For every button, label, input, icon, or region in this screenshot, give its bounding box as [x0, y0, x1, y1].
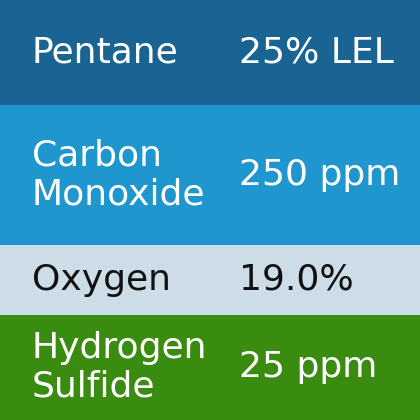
Bar	[0, 0, 420, 105]
Text: Pentane: Pentane	[32, 36, 178, 69]
Text: 25 ppm: 25 ppm	[239, 351, 378, 384]
Bar	[0, 105, 420, 245]
Text: 25% LEL: 25% LEL	[239, 36, 394, 69]
Text: Hydrogen
Sulfide: Hydrogen Sulfide	[32, 331, 207, 404]
Bar	[0, 245, 420, 315]
Text: Carbon
Monoxide: Carbon Monoxide	[32, 139, 205, 211]
Bar	[0, 315, 420, 420]
Text: Oxygen: Oxygen	[32, 263, 171, 297]
Text: 250 ppm: 250 ppm	[239, 158, 401, 192]
Text: 19.0%: 19.0%	[239, 263, 354, 297]
